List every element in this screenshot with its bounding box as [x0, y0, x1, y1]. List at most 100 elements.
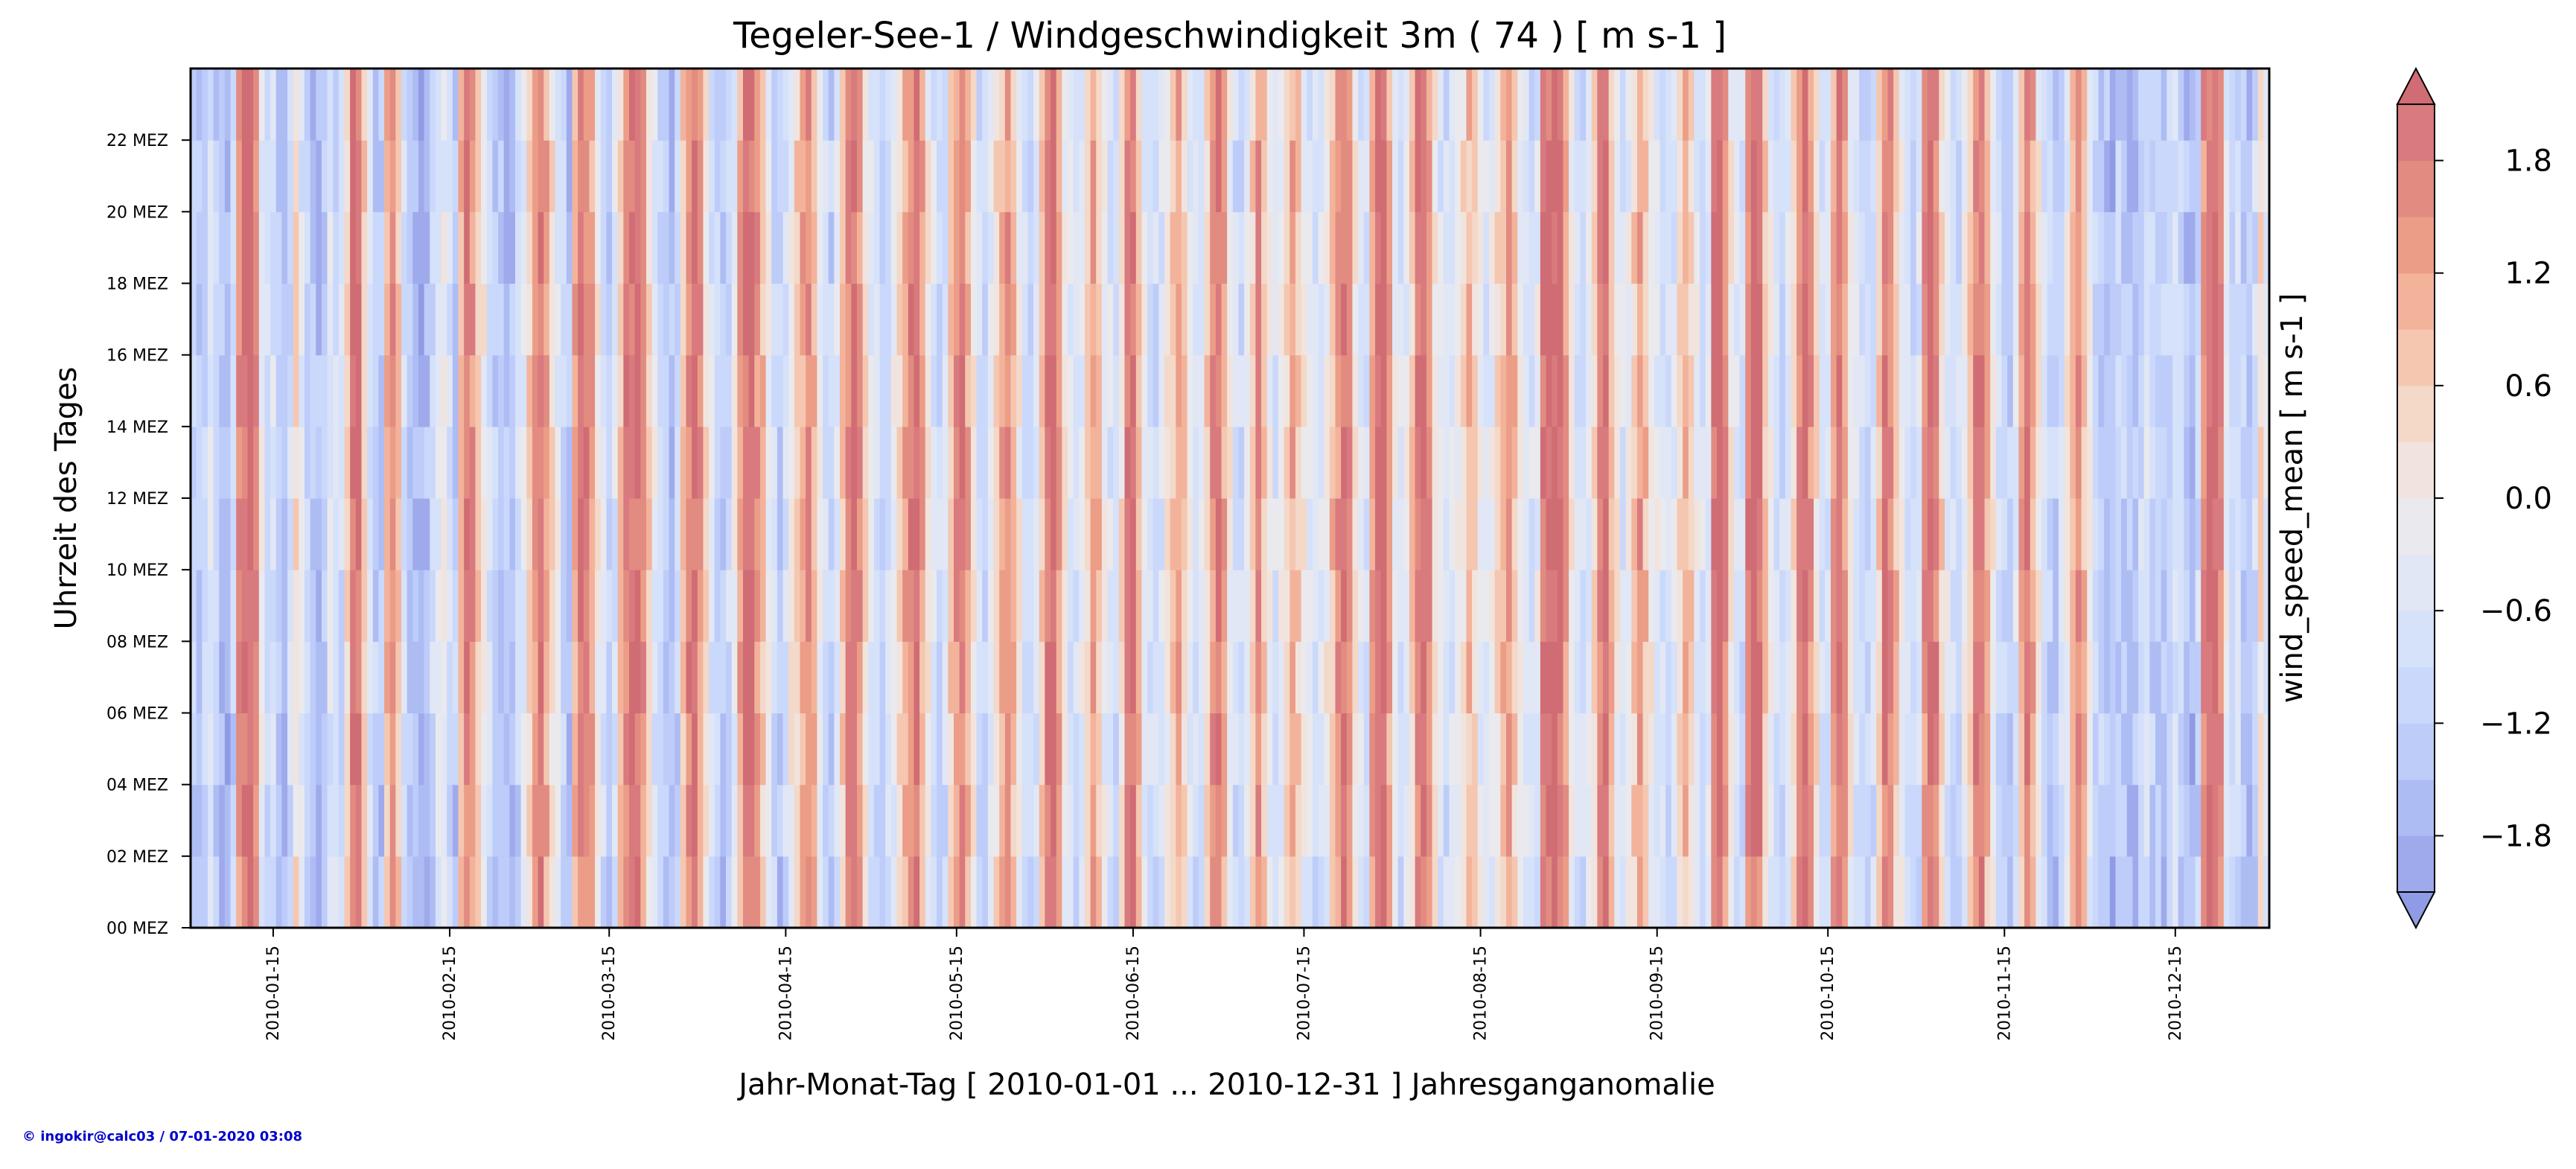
heat-cell: [703, 69, 710, 141]
heat-cell: [873, 713, 881, 786]
heat-cell: [1853, 641, 1860, 714]
colorbar-segment: [2397, 779, 2435, 836]
heat-cell: [1825, 498, 1831, 570]
heat-cell: [759, 354, 767, 427]
heat-cell: [645, 69, 653, 141]
heat-cell: [2035, 498, 2042, 570]
heat-cell: [1329, 570, 1336, 642]
heat-cell: [475, 570, 482, 642]
heat-cell: [2041, 426, 2048, 499]
heat-cell: [714, 354, 721, 427]
heat-cell: [275, 498, 282, 570]
heat-cell: [606, 713, 613, 786]
heat-cell: [2161, 283, 2167, 356]
heat-cell: [299, 570, 305, 642]
heat-cell: [1278, 713, 1285, 786]
heat-cell: [2149, 713, 2156, 786]
heat-cell: [2257, 211, 2264, 284]
heat-cell: [2206, 354, 2213, 427]
heat-cell: [1688, 211, 1695, 284]
heat-cell: [1546, 498, 1552, 570]
heat-cell: [771, 426, 778, 499]
heat-cell: [2087, 69, 2094, 141]
heat-cell: [1745, 140, 1752, 212]
heat-cell: [908, 211, 915, 284]
heat-cell: [919, 354, 926, 427]
heat-cell: [2001, 856, 2008, 928]
heat-cell: [806, 784, 812, 857]
heat-cell: [1984, 140, 1991, 212]
heat-cell: [1141, 426, 1148, 499]
heat-cell: [890, 641, 898, 714]
heat-cell: [703, 641, 710, 714]
heat-cell: [823, 641, 829, 714]
heat-cell: [1244, 211, 1251, 284]
heat-cell: [264, 498, 271, 570]
heat-cell: [202, 784, 208, 857]
heat-cell: [709, 283, 715, 356]
heat-cell: [788, 713, 795, 786]
heat-cell: [2138, 354, 2145, 427]
heat-cell: [982, 354, 989, 427]
heat-cell: [270, 283, 277, 356]
heat-cell: [213, 140, 220, 212]
heat-cell: [1432, 283, 1438, 356]
heat-cell: [1711, 69, 1718, 141]
heat-cell: [338, 784, 345, 857]
heat-cell: [520, 498, 527, 570]
heat-cell: [1363, 426, 1371, 499]
heat-cell: [1358, 856, 1365, 928]
heat-cell: [2155, 856, 2162, 928]
heat-cell: [759, 426, 767, 499]
heat-cell: [241, 140, 249, 212]
heat-cell: [1574, 140, 1581, 212]
heat-cell: [367, 713, 374, 786]
heat-cell: [1808, 69, 1814, 141]
heat-cell: [458, 641, 465, 714]
heat-cell: [361, 69, 368, 141]
heat-cell: [2092, 283, 2100, 356]
heat-cell: [538, 570, 544, 642]
heat-cell: [1249, 856, 1257, 928]
heat-cell: [2218, 211, 2225, 284]
heat-cell: [447, 641, 453, 714]
heat-cell: [2212, 426, 2219, 499]
heat-cell: [1881, 69, 1889, 141]
heat-cell: [777, 713, 784, 786]
heat-cell: [617, 283, 624, 356]
heat-cell: [1483, 856, 1490, 928]
heat-cell: [1961, 570, 1968, 642]
heat-cell: [2047, 641, 2053, 714]
heat-cell: [1785, 856, 1792, 928]
heat-cell: [2104, 283, 2111, 356]
heat-cell: [1995, 426, 2003, 499]
heat-cell: [1534, 641, 1541, 714]
heat-cell: [304, 570, 311, 642]
heat-cell: [1779, 354, 1786, 427]
heat-cell: [355, 856, 363, 928]
heat-cell: [1483, 641, 1490, 714]
heat-cell: [1608, 354, 1615, 427]
heat-cell: [1466, 641, 1473, 714]
heat-cell: [2087, 713, 2094, 786]
heat-cell: [344, 69, 351, 141]
heat-cell: [236, 69, 243, 141]
heat-cell: [2252, 354, 2259, 427]
heat-cell: [1802, 426, 1809, 499]
heat-cell: [623, 283, 630, 356]
heat-cell: [1210, 211, 1217, 284]
heat-cell: [2109, 570, 2117, 642]
heat-cell: [1324, 498, 1330, 570]
heat-cell: [230, 426, 237, 499]
heat-cell: [589, 570, 596, 642]
heat-cell: [1619, 283, 1627, 356]
heat-cell: [2149, 641, 2156, 714]
heat-cell: [675, 283, 681, 356]
heat-cell: [1438, 69, 1444, 141]
heat-cell: [794, 140, 801, 212]
heat-cell: [1027, 140, 1034, 212]
heat-cell: [2172, 856, 2179, 928]
heat-cell: [914, 211, 920, 284]
heat-cell: [1033, 140, 1040, 212]
heat-cell: [1671, 69, 1678, 141]
